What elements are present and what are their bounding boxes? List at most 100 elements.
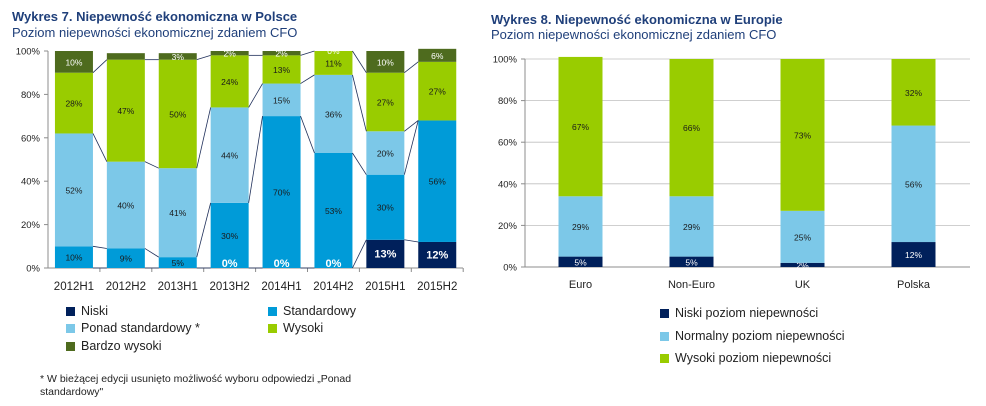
- legend1-item-wysoki: Wysoki: [268, 321, 323, 335]
- bar-segment: [210, 107, 249, 203]
- bar-segment: [669, 256, 714, 267]
- bar-segment: [106, 59, 145, 162]
- series-connector: [92, 59, 108, 73]
- data-label: 10%: [377, 57, 394, 67]
- series-connector: [248, 83, 263, 108]
- bar-segment: [54, 72, 93, 134]
- bar-segment: [210, 55, 249, 108]
- series-connector: [144, 248, 159, 258]
- data-label: 41%: [169, 208, 186, 218]
- y-tick-label: 40%: [21, 177, 41, 188]
- bar-segment: [54, 51, 93, 73]
- y-tick-label: 20%: [21, 220, 41, 231]
- data-label: 53%: [325, 206, 342, 216]
- y-tick-label: 80%: [21, 90, 41, 101]
- legend2-swatch: [660, 331, 669, 341]
- bar-segment: [780, 262, 825, 267]
- category-label: Non-Euro: [668, 279, 715, 291]
- bar-segment: [158, 168, 197, 258]
- legend1-item-standardowy: Standardowy: [268, 304, 356, 318]
- series-connector: [144, 161, 159, 169]
- data-label: 15%: [273, 95, 290, 105]
- data-label: 12%: [905, 250, 922, 260]
- bar-segment: [314, 152, 353, 268]
- series-connector: [352, 152, 367, 175]
- bar-segment: [891, 242, 936, 267]
- bar-segment: [262, 83, 301, 117]
- data-label: 24%: [221, 77, 238, 87]
- chart1-title: Wykres 7. Niepewność ekonomiczna w Polsc…: [12, 9, 298, 24]
- data-label: 50%: [169, 109, 186, 119]
- bar-segment: [158, 53, 197, 60]
- legend1-label: Standardowy: [283, 304, 356, 318]
- data-label: 5%: [172, 258, 185, 268]
- legend1-label: Ponad standardowy *: [81, 321, 200, 335]
- data-label: 30%: [221, 231, 238, 241]
- legend1-swatch: [66, 341, 75, 351]
- series-connector: [404, 120, 419, 132]
- data-label: 2%: [224, 49, 237, 59]
- legend2-item-niski: Niski poziom niepewności: [660, 306, 818, 320]
- legend1-item-bardzo-wysoki: Bardzo wysoki: [66, 339, 162, 353]
- bar-segment: [669, 59, 714, 197]
- bar-segment: [418, 48, 457, 62]
- y-tick-label: 100%: [493, 55, 518, 66]
- legend1-label: Niski: [81, 304, 109, 318]
- y-tick-label: 100%: [16, 47, 41, 58]
- y-tick-label: 20%: [498, 221, 518, 232]
- data-label: 13%: [374, 248, 396, 260]
- legend2-item-normalny: Normalny poziom niepewności: [660, 329, 845, 343]
- legend2-item-wysoki: Wysoki poziom niepewności: [660, 351, 831, 365]
- series-connector: [404, 239, 419, 243]
- data-label: 29%: [572, 222, 589, 232]
- bar-segment: [366, 51, 405, 73]
- series-connector: [300, 115, 315, 154]
- data-label: 47%: [117, 106, 134, 116]
- data-label: 2%: [796, 260, 809, 270]
- data-label: 36%: [325, 109, 342, 119]
- legend2-swatch: [660, 353, 669, 363]
- bar-segment: [158, 257, 197, 268]
- bar-segment: [366, 239, 405, 268]
- series-connector: [92, 133, 108, 162]
- category-label: UK: [795, 279, 811, 291]
- y-tick-label: 60%: [498, 138, 518, 149]
- data-label: 0%: [274, 258, 290, 270]
- data-label: 20%: [377, 148, 394, 158]
- data-label: 56%: [429, 177, 446, 187]
- bar-segment: [891, 125, 936, 243]
- data-label: 52%: [65, 185, 82, 195]
- legend1-swatch: [66, 306, 75, 316]
- bar-segment: [558, 256, 603, 267]
- data-label: 9%: [120, 254, 133, 264]
- category-label: 2014H2: [313, 281, 353, 293]
- y-tick-label: 0%: [26, 264, 40, 275]
- category-label: 2015H1: [365, 281, 405, 293]
- bar-segment: [262, 51, 301, 56]
- series-connector: [248, 116, 263, 203]
- series-connector: [300, 50, 315, 56]
- chart2-subtitle: Poziom niepewności ekonomicznej zdaniem …: [491, 27, 777, 42]
- bar-segment: [314, 51, 353, 75]
- bar-segment: [558, 56, 603, 197]
- data-label: 66%: [683, 123, 700, 133]
- bar-segment: [106, 248, 145, 268]
- data-label: 11%: [325, 58, 342, 68]
- series-connector: [404, 61, 419, 74]
- legend2-label: Wysoki poziom niepewności: [675, 351, 832, 365]
- bar-segment: [106, 161, 145, 249]
- bar-segment: [418, 120, 457, 242]
- bar-segment: [366, 72, 405, 132]
- data-label: 2%: [275, 49, 288, 59]
- data-label: 5%: [685, 257, 698, 267]
- chart2-title: Wykres 8. Niepewność ekonomiczna w Europ…: [491, 12, 783, 27]
- legend2-label: Normalny poziom niepewności: [675, 329, 845, 343]
- bar-segment: [558, 196, 603, 257]
- category-label: 2015H2: [417, 281, 457, 293]
- category-label: 2012H1: [54, 281, 94, 293]
- bar-segment: [262, 116, 301, 268]
- legend1-swatch: [268, 306, 277, 316]
- series-connector: [92, 245, 107, 249]
- data-label: 5%: [574, 257, 587, 267]
